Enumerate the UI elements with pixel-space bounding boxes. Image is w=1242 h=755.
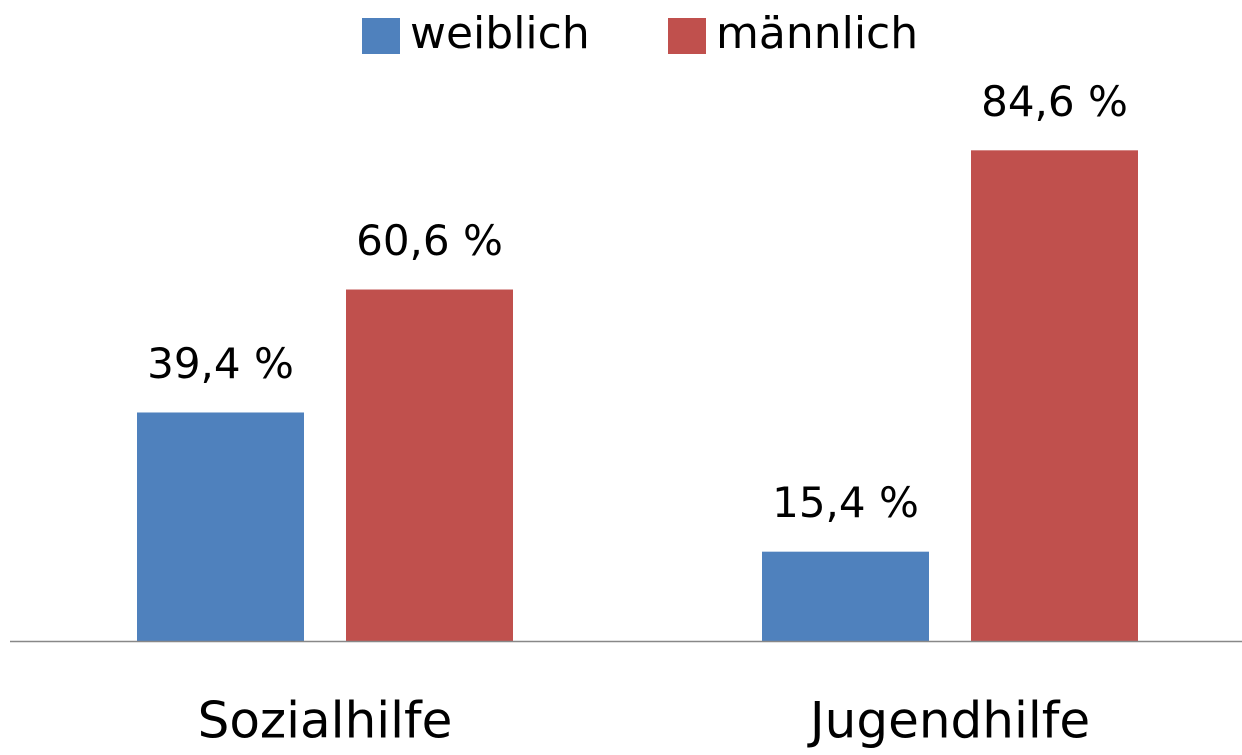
legend-swatch	[362, 18, 400, 54]
value-label: 84,6 %	[981, 77, 1128, 126]
value-label: 39,4 %	[147, 339, 294, 388]
x-tick-label: Sozialhilfe	[198, 692, 453, 750]
x-tick-label: Jugendhilfe	[807, 692, 1090, 750]
legend-label: weiblich	[410, 8, 590, 59]
bar	[762, 551, 929, 641]
bar	[346, 289, 513, 641]
value-label: 60,6 %	[356, 216, 503, 265]
legend-label: männlich	[716, 8, 918, 59]
legend-swatch	[668, 18, 706, 54]
bar	[137, 412, 304, 641]
value-label: 15,4 %	[772, 478, 919, 527]
bar	[971, 150, 1138, 641]
